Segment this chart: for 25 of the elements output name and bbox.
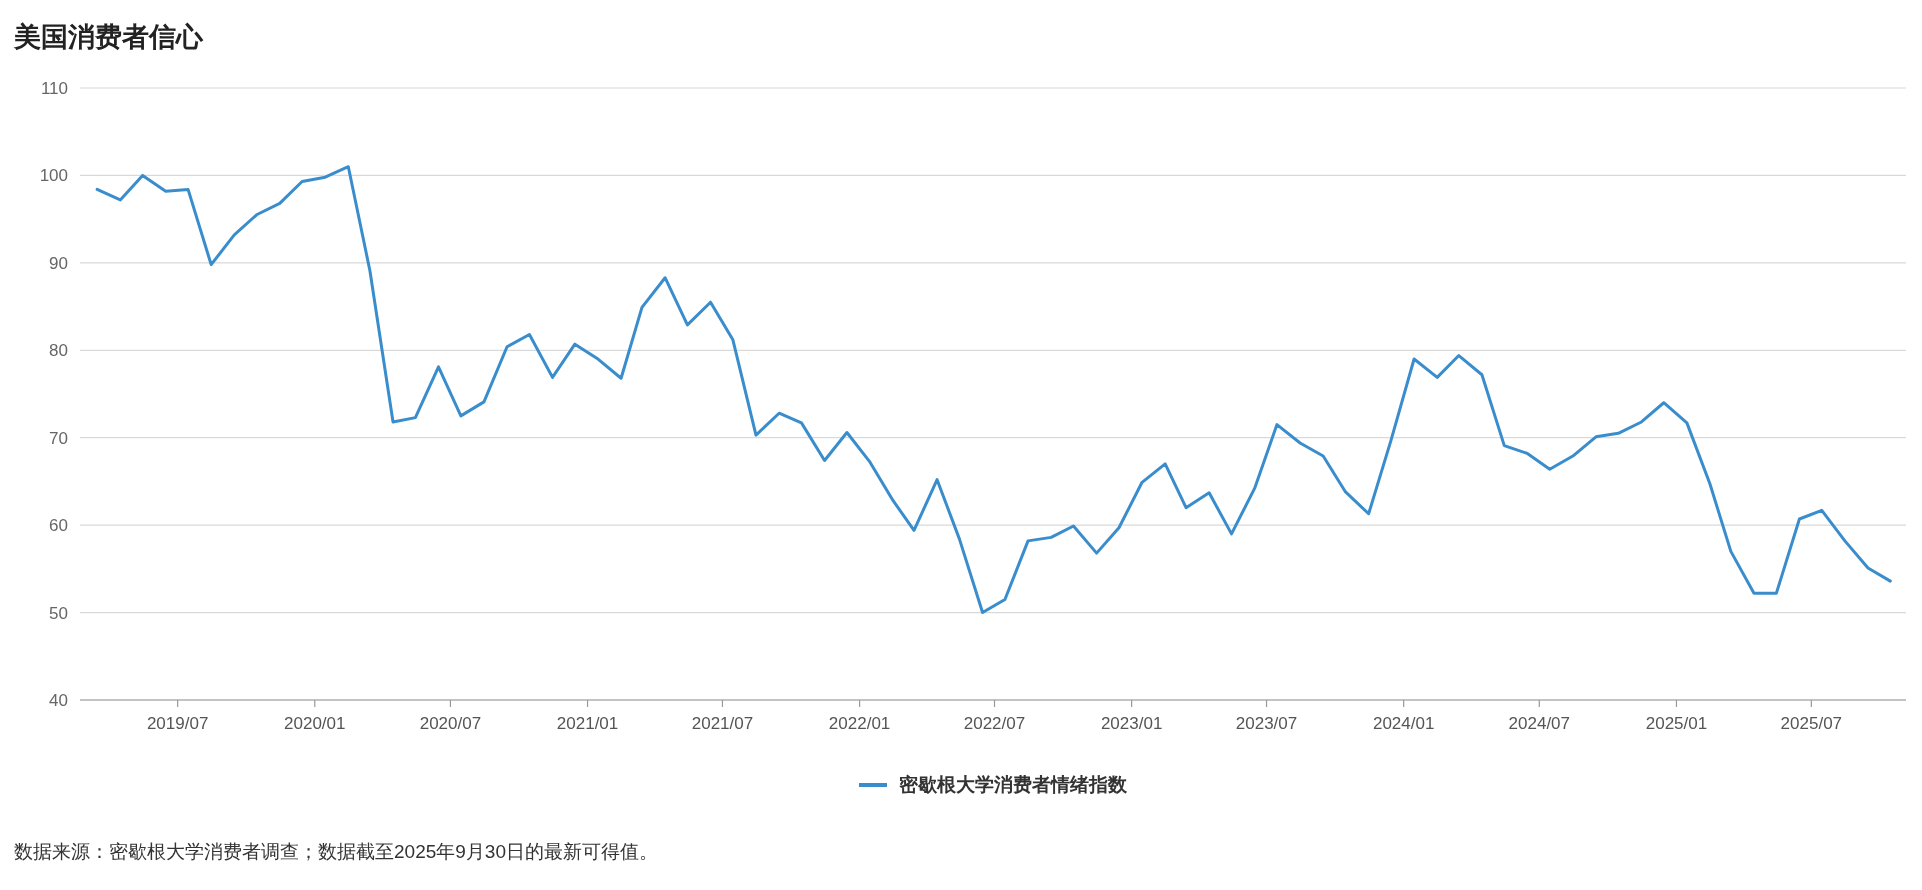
x-tick-label: 2022/01	[828, 714, 891, 733]
x-tick-label: 2019/07	[146, 714, 209, 733]
x-tick-label: 2022/07	[963, 714, 1026, 733]
legend-label: 密歇根大学消费者情绪指数	[899, 774, 1128, 795]
x-tick-label: 2021/01	[556, 714, 619, 733]
x-tick-label: 2025/07	[1780, 714, 1843, 733]
y-tick-label: 40	[49, 691, 68, 710]
y-tick-label: 100	[39, 166, 68, 186]
y-tick-label: 70	[49, 428, 68, 448]
y-tick-label: 60	[49, 516, 68, 536]
chart-title: 美国消费者信心	[13, 22, 204, 52]
x-tick-label: 2024/01	[1372, 714, 1435, 733]
source-note: 数据来源：密歇根大学消费者调查；数据截至2025年9月30日的最新可得值。	[14, 841, 658, 862]
x-tick-label: 2023/01	[1100, 714, 1163, 733]
x-tick-label: 2020/07	[419, 714, 482, 733]
y-tick-label: 110	[40, 79, 68, 98]
x-tick-label: 2023/07	[1235, 714, 1298, 733]
line-series	[95, 165, 1892, 615]
y-tick-label: 50	[49, 603, 68, 623]
x-tick-label: 2025/01	[1645, 714, 1708, 733]
x-tick-label: 2024/07	[1508, 714, 1571, 733]
y-tick-label: 90	[49, 253, 68, 273]
x-tick-label: 2020/01	[284, 714, 346, 733]
y-tick-label: 80	[49, 341, 68, 361]
x-tick-label: 2021/07	[691, 714, 754, 733]
